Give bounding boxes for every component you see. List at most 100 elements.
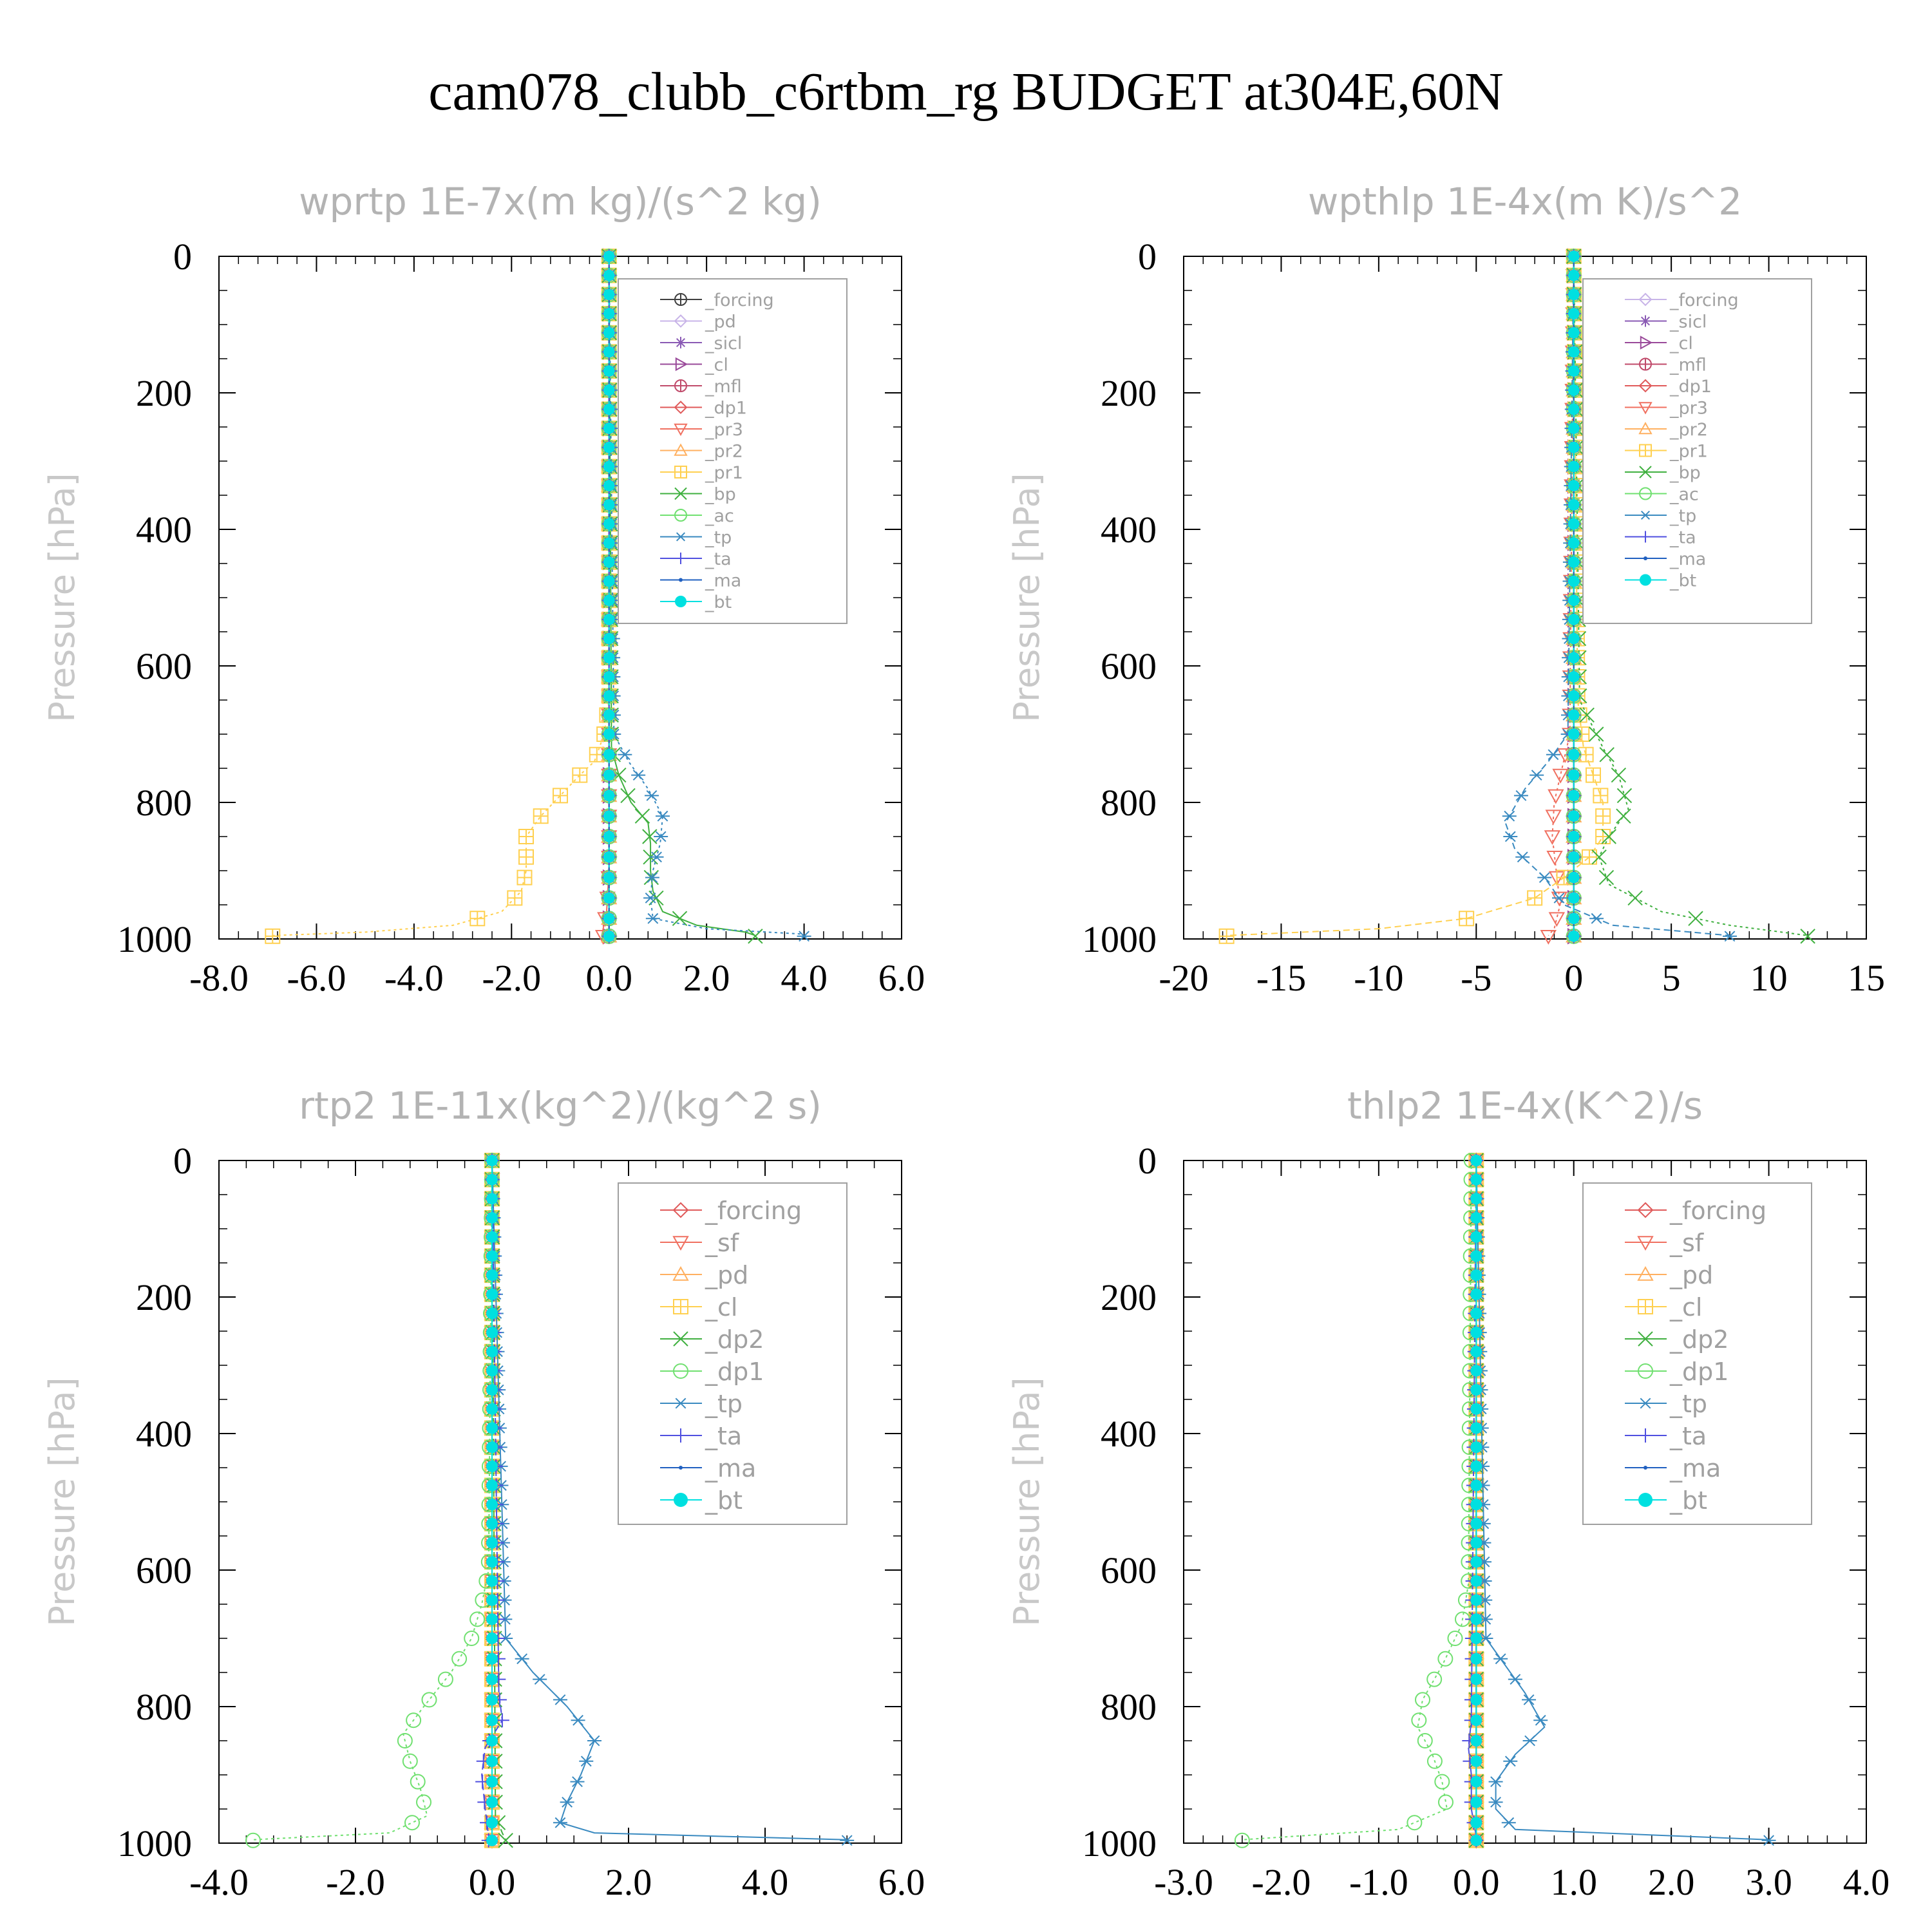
series-point <box>642 829 658 844</box>
legend-item: _ma <box>660 571 741 591</box>
series-point <box>1567 632 1580 645</box>
legend-item: _pd <box>660 1261 748 1289</box>
series-point <box>572 767 588 783</box>
legend-label: _pr2 <box>1669 420 1708 440</box>
legend-item: _tp <box>1625 1390 1707 1418</box>
series-point <box>603 422 615 435</box>
y-axis-label: Pressure [hPa] <box>42 473 82 722</box>
series-point <box>1470 1479 1482 1492</box>
legend-swatch-marker <box>672 1202 689 1218</box>
legend-item: _ta <box>660 1422 742 1450</box>
series-point <box>533 808 549 824</box>
series-point <box>1616 808 1631 824</box>
y-tick-label: 0 <box>1138 236 1157 278</box>
series-point <box>672 911 688 926</box>
legend-swatch-marker <box>1638 1299 1653 1314</box>
legend-item: _bt <box>660 1486 743 1515</box>
x-tick-label: -3.0 <box>1154 1861 1213 1903</box>
series-group <box>245 1151 855 1849</box>
series-point <box>1493 1653 1508 1665</box>
panel-2: wpthlp 1E-4x(m K)/s^2 Pressure [hPa] -20 -1… <box>1007 180 1885 999</box>
legend-label: _bp <box>1669 463 1701 483</box>
legend-swatch-marker <box>1637 1236 1654 1251</box>
series-point <box>1447 1631 1463 1646</box>
x-tick-label: 4.0 <box>1843 1861 1890 1903</box>
series-point <box>603 892 615 904</box>
legend-item: _cl <box>660 1293 737 1321</box>
series-point <box>1470 1499 1482 1511</box>
series-point <box>587 1735 601 1747</box>
series-point <box>1567 403 1580 415</box>
series-point <box>515 1653 529 1665</box>
series-point <box>486 1556 498 1568</box>
legend-item: _pr3 <box>1625 399 1708 419</box>
series-point <box>1595 808 1611 824</box>
legend-label: _bp <box>705 485 736 505</box>
legend-item: _tp <box>660 1390 743 1418</box>
series-point <box>1459 911 1475 927</box>
series-point <box>1567 831 1580 842</box>
legend-label: _pd <box>705 312 736 332</box>
legend-swatch-marker <box>1640 531 1651 543</box>
x-tick-label: 10 <box>1750 957 1788 999</box>
series-point <box>1567 871 1580 884</box>
legend-swatch-marker <box>675 596 687 607</box>
series-dp1 <box>245 1153 500 1848</box>
legend-swatch-marker <box>1639 487 1652 500</box>
legend-label: _tp <box>705 528 732 548</box>
series-point <box>1470 1755 1482 1767</box>
legend-label: _ma <box>705 571 741 591</box>
legend-swatch-marker <box>675 532 687 542</box>
series-point <box>649 851 664 863</box>
legend-swatch-marker <box>1640 574 1651 586</box>
series-point <box>1470 1155 1482 1166</box>
series-point <box>1723 931 1737 942</box>
series-point <box>1627 890 1643 906</box>
legend-swatch-marker <box>672 1265 689 1281</box>
legend-label: _sicl <box>705 334 742 354</box>
series-point <box>1470 1269 1482 1282</box>
series-point <box>486 1575 498 1587</box>
y-tick-label: 600 <box>1101 1549 1157 1591</box>
series-point <box>603 365 615 377</box>
legend-item: _cl <box>1625 334 1693 354</box>
y-axis-label: Pressure [hPa] <box>42 1377 82 1626</box>
series-point <box>1567 537 1580 549</box>
series-point <box>486 1441 498 1454</box>
series-point <box>1470 1613 1482 1625</box>
series-point <box>1470 1212 1482 1224</box>
series-point <box>469 1611 486 1627</box>
series-bt <box>1470 1155 1482 1846</box>
panel-title: wpthlp 1E-4x(m K)/s^2 <box>1308 180 1742 223</box>
legend-item: _dp2 <box>660 1325 764 1354</box>
series-point <box>1567 327 1580 339</box>
legend-label: _cl <box>1669 1293 1702 1321</box>
series-point <box>603 556 615 568</box>
series-point <box>1589 726 1604 742</box>
series-point <box>402 1753 418 1769</box>
series-point <box>469 911 486 927</box>
series-point <box>486 1834 498 1846</box>
legend-label: _ta <box>705 549 732 569</box>
x-tick-label: 15 <box>1848 957 1885 999</box>
legend-swatch-marker <box>1638 379 1653 393</box>
series-point <box>603 728 615 740</box>
legend-swatch-marker <box>1639 466 1652 478</box>
legend-swatch-marker <box>1640 315 1651 327</box>
x-tick-label: -2.0 <box>1252 1861 1311 1903</box>
y-tick-label: 200 <box>136 372 192 414</box>
series-point <box>507 890 523 906</box>
series-point <box>1567 556 1580 568</box>
legend-item: _ac <box>1625 485 1699 505</box>
legend-swatch-marker <box>674 401 688 414</box>
legend-swatch-marker <box>1638 402 1653 415</box>
series-point <box>1411 1712 1427 1728</box>
series-point <box>1548 912 1566 927</box>
series-point <box>1218 928 1235 944</box>
series-point <box>1601 829 1616 844</box>
legend-box <box>618 1182 848 1525</box>
legend-item: _sf <box>1625 1229 1705 1257</box>
series-point <box>1567 892 1580 904</box>
legend-box <box>1582 278 1812 624</box>
series-point <box>553 788 568 804</box>
